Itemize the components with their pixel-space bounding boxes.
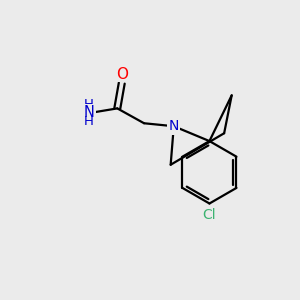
Text: N: N xyxy=(169,119,179,133)
Text: H: H xyxy=(84,98,94,111)
Text: O: O xyxy=(116,67,128,82)
Text: H: H xyxy=(84,115,94,128)
Text: N: N xyxy=(84,105,94,120)
Text: Cl: Cl xyxy=(202,208,216,222)
